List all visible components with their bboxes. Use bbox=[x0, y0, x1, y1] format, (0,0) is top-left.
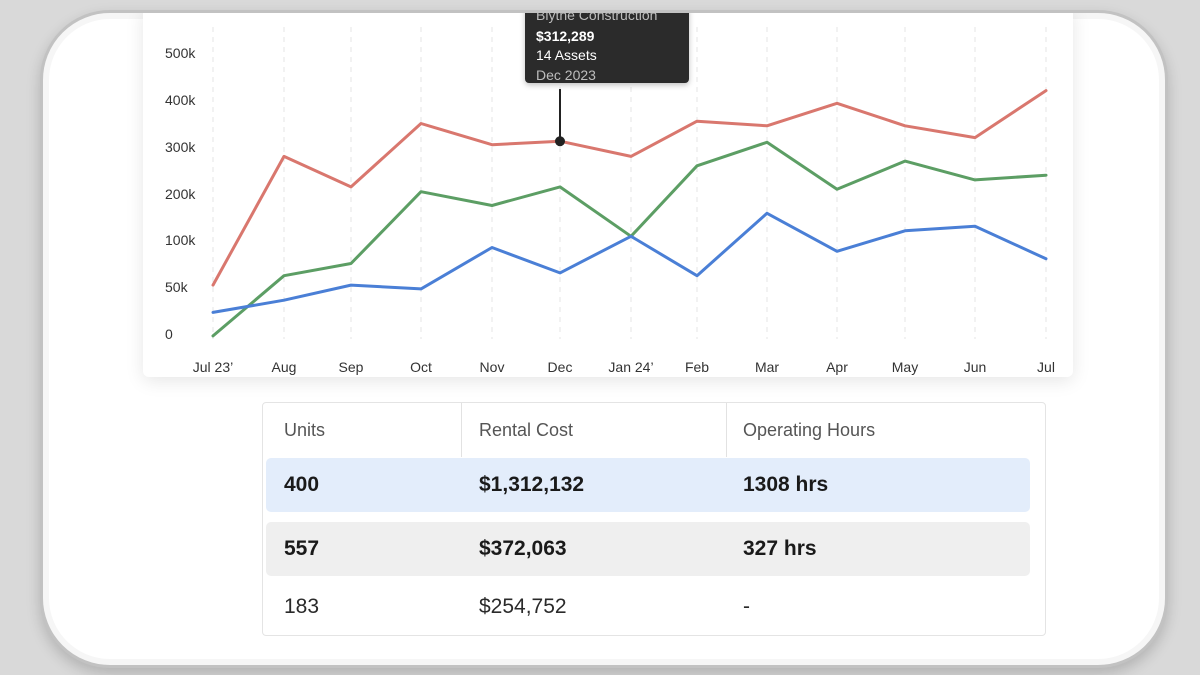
x-tick-label: Mar bbox=[755, 359, 779, 375]
x-tick-label: Jul bbox=[1037, 359, 1055, 375]
table-row[interactable]: 400 $1,312,132 1308 hrs bbox=[266, 458, 1030, 512]
y-tick-label: 300k bbox=[165, 139, 196, 155]
tooltip-marker bbox=[555, 136, 565, 147]
x-tick-label: Nov bbox=[480, 359, 505, 375]
x-tick-label: Oct bbox=[410, 359, 432, 375]
tooltip-company: Blythe Construction bbox=[536, 10, 658, 23]
x-tick-label: Jul 23’ bbox=[193, 359, 233, 375]
y-tick-label: 200k bbox=[165, 186, 196, 202]
cell-operating-hours: - bbox=[743, 595, 750, 618]
series-line-2 bbox=[211, 140, 1048, 338]
y-tick-label: 400k bbox=[165, 92, 196, 108]
chart-tooltip: Blythe Construction $312,289 14 Assets D… bbox=[525, 10, 689, 83]
x-tick-label: Feb bbox=[685, 359, 709, 375]
header-divider bbox=[461, 403, 462, 457]
y-tick-label: 500k bbox=[165, 45, 196, 61]
line-chart: 500k 400k 300k 200k 100k 50k 0 Jul 23’ Aug Sep Oct… bbox=[165, 27, 1055, 375]
table-row[interactable]: 183 $254,752 - bbox=[266, 580, 1030, 634]
cell-operating-hours: 327 hrs bbox=[743, 537, 817, 560]
cell-rental-cost: $1,312,132 bbox=[479, 473, 585, 496]
series-line-3 bbox=[211, 211, 1048, 314]
x-tick-label: Apr bbox=[826, 359, 848, 375]
y-tick-label: 100k bbox=[165, 232, 196, 248]
x-tick-label: May bbox=[892, 359, 918, 375]
tooltip-date: Dec 2023 bbox=[536, 67, 596, 83]
header-operating-hours[interactable]: Operating Hours bbox=[743, 420, 876, 440]
header-rental-cost[interactable]: Rental Cost bbox=[479, 420, 574, 440]
x-tick-label: Sep bbox=[339, 359, 364, 375]
x-tick-label: Dec bbox=[548, 359, 573, 375]
cell-operating-hours: 1308 hrs bbox=[743, 473, 829, 496]
table-row[interactable]: 557 $372,063 327 hrs bbox=[266, 522, 1030, 576]
cell-rental-cost: $254,752 bbox=[479, 595, 567, 618]
header-divider bbox=[726, 403, 727, 457]
x-tick-label: Jan 24’ bbox=[608, 359, 653, 375]
line-chart-card: 500k 400k 300k 200k 100k 50k 0 Jul 23’ Aug Sep Oct… bbox=[143, 10, 1073, 377]
table-header-row: Units Rental Cost Operating Hours bbox=[263, 403, 1045, 457]
data-table: Units Rental Cost Operating Hours 400 $1… bbox=[262, 402, 1046, 636]
tooltip-amount: $312,289 bbox=[536, 28, 595, 44]
device-frame: 500k 400k 300k 200k 100k 50k 0 Jul 23’ Aug Sep Oct… bbox=[40, 10, 1168, 668]
y-tick-label: 0 bbox=[165, 326, 173, 342]
series-line-1 bbox=[211, 89, 1048, 287]
cell-rental-cost: $372,063 bbox=[479, 537, 567, 560]
x-tick-label: Aug bbox=[272, 359, 297, 375]
y-tick-label: 50k bbox=[165, 279, 189, 295]
tooltip-assets: 14 Assets bbox=[536, 47, 597, 63]
cell-units: 183 bbox=[284, 595, 320, 618]
x-tick-label: Jun bbox=[964, 359, 987, 375]
cell-units: 400 bbox=[284, 473, 320, 496]
header-units[interactable]: Units bbox=[284, 420, 326, 440]
cell-units: 557 bbox=[284, 537, 320, 560]
